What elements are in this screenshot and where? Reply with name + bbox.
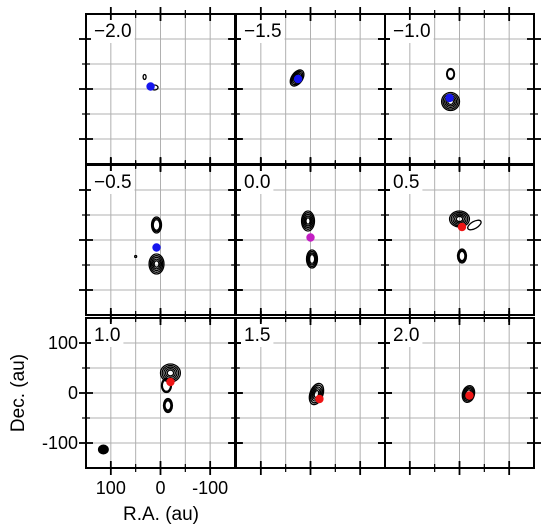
panel-label-background xyxy=(241,20,285,43)
contour-level xyxy=(153,260,160,268)
panel-label-background xyxy=(91,324,124,347)
contour-level xyxy=(302,212,315,230)
contour-source xyxy=(305,249,319,269)
panel-velocity-label: 0.5 xyxy=(393,172,419,193)
panel-label-background xyxy=(390,171,423,194)
contour-level xyxy=(467,219,482,231)
panel-velocity-label: 1.0 xyxy=(94,325,120,346)
frame-layer xyxy=(79,7,541,475)
panel-velocity-label: 1.5 xyxy=(244,325,270,346)
contour-level xyxy=(305,249,319,269)
contour-level xyxy=(303,213,313,229)
contour-level xyxy=(453,214,466,224)
contour-level xyxy=(166,369,175,377)
x-tick-label: 100 xyxy=(96,478,126,498)
contour-level xyxy=(461,384,476,404)
contour-level xyxy=(150,256,163,272)
contour-level xyxy=(149,255,164,273)
y-tick-label: 100 xyxy=(48,333,78,353)
contour-source xyxy=(142,73,147,81)
panel-velocity-label: −1.5 xyxy=(244,21,282,42)
contour-level xyxy=(305,217,311,225)
contour-layer xyxy=(97,67,482,455)
contour-level xyxy=(313,389,320,399)
position-marker xyxy=(293,74,303,84)
contour-level xyxy=(142,73,147,81)
contour-level xyxy=(456,248,468,264)
contour-source xyxy=(445,67,456,81)
contour-source xyxy=(467,219,482,231)
contour-level xyxy=(458,250,466,262)
position-marker xyxy=(166,377,175,387)
position-marker xyxy=(445,93,454,103)
panel-label-background xyxy=(390,20,434,43)
contour-level xyxy=(164,400,172,411)
contour-level xyxy=(304,215,312,227)
position-marker xyxy=(306,233,315,242)
label-layer: −2.0 −1.5 −1.0 −0.5 0.0 0.5 1.0 100 0 -100 100 0 -10… xyxy=(42,20,434,498)
x-tick-label: 0 xyxy=(155,478,165,498)
contour-level xyxy=(151,217,162,233)
contour-level xyxy=(162,397,174,414)
grid-layer xyxy=(86,14,534,468)
panel-label-background xyxy=(91,20,135,43)
panel-velocity-label: 0.0 xyxy=(244,172,270,193)
contour-level xyxy=(446,68,455,80)
x-tick-label: -100 xyxy=(192,478,228,498)
contour-level xyxy=(152,258,161,270)
beam-ellipse xyxy=(97,444,109,455)
contour-level xyxy=(307,252,317,266)
contour-level xyxy=(440,91,461,112)
contour-level xyxy=(445,67,456,81)
contour-source xyxy=(148,253,165,275)
contour-level xyxy=(150,216,163,234)
contour-level xyxy=(163,399,173,412)
panel-label-background xyxy=(241,171,274,194)
contour-source xyxy=(162,397,174,414)
y-tick-label: -100 xyxy=(42,433,78,453)
contour-source xyxy=(456,248,468,264)
contour-level xyxy=(164,367,176,379)
position-marker xyxy=(152,243,161,252)
panel-velocity-label: −2.0 xyxy=(94,21,132,42)
contour-level xyxy=(457,249,467,263)
panel-label-background xyxy=(91,171,135,194)
contour-level xyxy=(152,219,161,231)
contour-source xyxy=(150,216,163,234)
contour-level xyxy=(300,210,316,232)
panel-velocity-label: 2.0 xyxy=(393,325,419,346)
panel-label-background xyxy=(241,324,274,347)
contour-source xyxy=(134,254,138,259)
y-tick-label: 0 xyxy=(68,383,78,403)
contour-source xyxy=(300,210,316,232)
contour-level xyxy=(134,254,138,259)
position-marker xyxy=(146,82,155,91)
panel-velocity-label: −1.0 xyxy=(393,21,431,42)
panel-velocity-label: −0.5 xyxy=(94,172,132,193)
x-axis-label: R.A. (au) xyxy=(123,504,199,525)
contour-level xyxy=(306,250,318,268)
y-axis-label: Dec. (au) xyxy=(8,354,29,432)
contour-source xyxy=(308,382,325,406)
panel-label-background xyxy=(390,324,423,347)
position-marker xyxy=(465,391,474,400)
position-marker xyxy=(457,222,467,232)
contour-level xyxy=(455,215,464,223)
contour-level xyxy=(148,253,165,275)
contour-level xyxy=(308,253,316,265)
position-marker xyxy=(315,394,324,404)
